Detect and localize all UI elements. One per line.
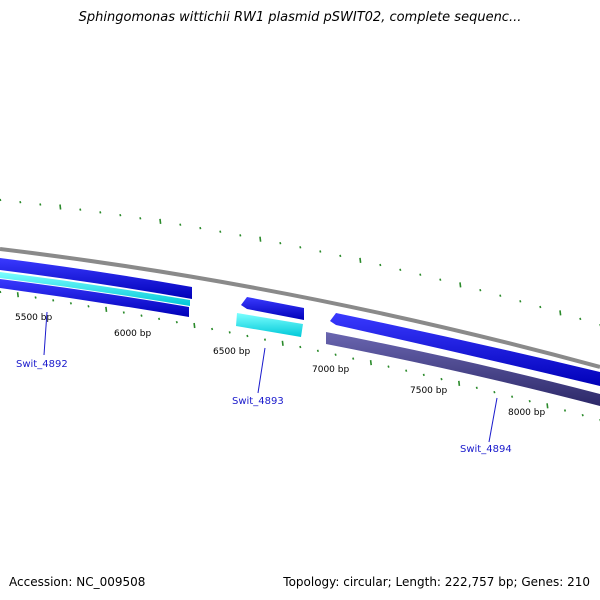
inner-tick xyxy=(228,331,231,334)
bp-tick-label: 5500 bp xyxy=(15,313,52,323)
outer-tick xyxy=(119,213,122,217)
inner-tick xyxy=(511,395,514,398)
inner-tick xyxy=(193,322,196,329)
outer-tick xyxy=(259,236,262,242)
inner-tick-ring xyxy=(0,290,600,422)
inner-tick xyxy=(69,302,72,305)
outer-tick xyxy=(579,317,582,321)
inner-tick xyxy=(334,353,337,356)
cds-forward-band-right xyxy=(330,313,600,386)
outer-tick xyxy=(459,282,462,288)
outer-tick xyxy=(339,254,342,258)
topology-summary: Topology: circular; Length: 222,757 bp; … xyxy=(283,575,590,589)
inner-tick xyxy=(158,317,161,321)
cds-forward-arrow-middle xyxy=(241,297,304,320)
outer-tick xyxy=(399,268,402,272)
gene-leader-line xyxy=(488,397,498,443)
inner-tick xyxy=(581,413,584,417)
inner-tick xyxy=(352,357,355,360)
inner-tick xyxy=(87,305,90,308)
gene-reverse-band-right xyxy=(326,332,600,406)
outer-tick xyxy=(499,294,502,297)
outer-tick xyxy=(0,198,2,202)
inner-tick xyxy=(16,292,19,298)
outer-tick xyxy=(39,203,42,206)
cds-reverse-light-left xyxy=(0,272,190,306)
outer-tick xyxy=(419,273,422,276)
outer-tick xyxy=(439,278,442,281)
inner-tick xyxy=(422,373,425,377)
outer-tick xyxy=(379,263,382,267)
inner-tick xyxy=(369,360,372,366)
gene-leader-line xyxy=(257,347,266,394)
inner-tick xyxy=(458,380,461,386)
bp-tick-label: 6000 bp xyxy=(114,329,151,339)
gene-labels: Swit_4892 Swit_4893 Swit_4894 xyxy=(16,311,512,455)
cds-forward-band-left xyxy=(0,258,192,299)
outer-tick xyxy=(59,204,62,210)
inner-tick xyxy=(122,311,125,314)
outer-tick xyxy=(299,246,302,249)
inner-tick xyxy=(440,377,443,381)
outer-tick xyxy=(199,226,202,230)
outer-tick xyxy=(99,211,102,214)
gene-label[interactable]: Swit_4894 xyxy=(460,444,512,455)
cds-reverse-light-middle xyxy=(236,313,303,337)
accession-text: Accession: NC_009508 xyxy=(9,575,146,589)
outer-tick xyxy=(359,257,362,263)
inner-tick xyxy=(546,403,549,409)
outer-tick xyxy=(79,208,82,211)
map-title: Sphingomonas wittichii RW1 plasmid pSWIT… xyxy=(78,10,522,25)
inner-tick xyxy=(52,299,55,302)
bp-scale-labels: 5500 bp 6000 bp 6500 bp 7000 bp 7500 bp 8000 … xyxy=(15,313,545,418)
inner-tick xyxy=(211,327,214,331)
inner-tick xyxy=(175,320,178,324)
outer-tick xyxy=(159,218,162,224)
inner-tick xyxy=(140,314,143,317)
inner-tick xyxy=(105,306,108,312)
outer-tick xyxy=(319,250,322,253)
inner-tick xyxy=(34,296,37,299)
inner-tick xyxy=(475,386,478,390)
inner-tick xyxy=(281,340,284,346)
cds-reverse-dark-left xyxy=(0,279,189,317)
gene-leader-line xyxy=(43,311,48,356)
inner-tick xyxy=(563,409,567,412)
inner-tick xyxy=(405,369,408,372)
outer-tick xyxy=(139,217,142,220)
outer-tick-ring xyxy=(0,198,600,327)
bp-tick-label: 8000 bp xyxy=(508,408,545,418)
outer-tick xyxy=(559,310,562,316)
gene-label[interactable]: Swit_4892 xyxy=(16,359,68,370)
outer-tick xyxy=(219,230,222,233)
backbone-track xyxy=(0,247,600,369)
inner-tick xyxy=(387,365,390,368)
outer-tick xyxy=(539,305,542,309)
outer-tick xyxy=(479,288,482,292)
gene-label[interactable]: Swit_4893 xyxy=(232,396,284,407)
outer-tick xyxy=(279,241,282,245)
bp-tick-label: 7000 bp xyxy=(312,365,349,375)
inner-tick xyxy=(316,349,319,353)
bp-tick-label: 7500 bp xyxy=(410,386,447,396)
inner-tick xyxy=(0,290,2,294)
inner-tick xyxy=(299,345,302,349)
inner-tick xyxy=(263,338,267,341)
inner-tick xyxy=(246,334,249,338)
inner-tick xyxy=(493,390,496,394)
outer-tick xyxy=(19,200,22,204)
outer-tick xyxy=(239,234,242,237)
inner-tick xyxy=(528,399,531,403)
outer-tick xyxy=(179,223,182,226)
outer-tick xyxy=(519,300,522,303)
bp-tick-label: 6500 bp xyxy=(213,347,250,357)
